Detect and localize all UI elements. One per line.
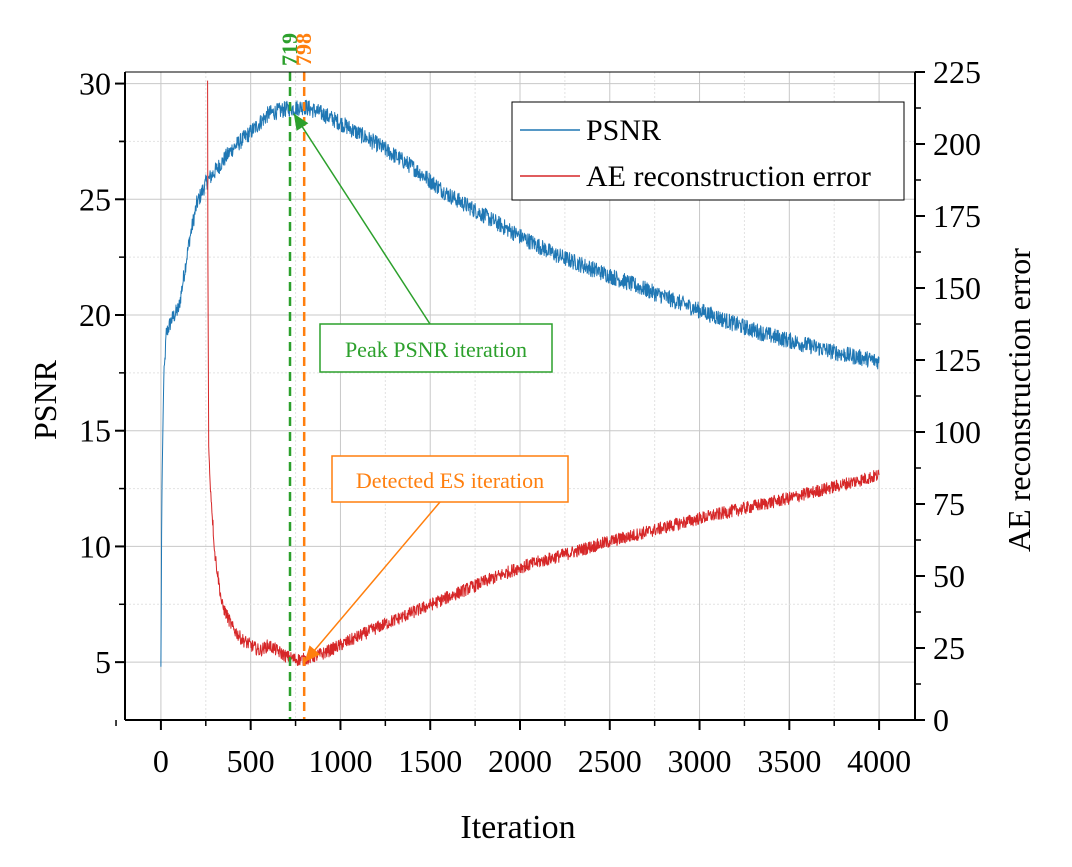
y-left-tick-label: 15 [79,413,111,449]
axes: 0 500 1000 1500 2000 2500 3000 3500 400051015202… [79,54,981,779]
y-axis-right-label: AE reconstruction error [1001,248,1037,552]
annotation-arrowhead [304,645,321,663]
y-axis-left-label: PSNR [27,359,63,440]
x-tick-label: 3500 [757,743,821,779]
y-left-tick-label: 30 [79,66,111,102]
annotation-box [331,455,569,503]
y-right-tick-label: 200 [933,126,981,162]
legend-label-0: PSNR [586,114,661,147]
y-right-tick-label: 50 [933,558,965,594]
y-right-tick-label: 0 [933,702,949,738]
y-right-tick-label: 75 [933,486,965,522]
x-tick-label: 500 [227,743,275,779]
annotation-text: Peak PSNR iteration [345,337,527,362]
reference-line-label-798: 798 [291,33,316,66]
annotation-arrow-line [303,501,441,663]
y-right-tick-label: 125 [933,342,981,378]
y-left-tick-label: 25 [79,181,111,217]
annotation-arrowhead [293,113,309,131]
series-line-0 [160,99,880,667]
x-tick-label: 1500 [398,743,462,779]
y-left-tick-label: 10 [79,528,111,564]
x-tick-label: 2500 [578,743,642,779]
legend-box [511,101,905,201]
y-right-tick-label: 100 [933,414,981,450]
legend: PSNR AE reconstruction error [511,101,905,201]
y-right-tick-label: 225 [933,54,981,90]
series-layer [160,80,880,667]
y-right-tick-label: 25 [933,630,965,666]
x-tick-label: 3000 [668,743,732,779]
series-line-1 [207,80,880,666]
x-tick-label: 1000 [308,743,372,779]
annotation-1: Detected ES iteration [303,455,569,663]
y-right-tick-label: 150 [933,270,981,306]
annotations: Peak PSNR iteration Detected ES iteration [293,113,569,663]
x-tick-label: 4000 [847,743,911,779]
annotation-0: Peak PSNR iteration [293,113,553,373]
x-tick-label: 0 [153,743,169,779]
annotation-box [319,323,553,373]
x-tick-label: 2000 [488,743,552,779]
y-right-tick-label: 175 [933,198,981,234]
legend-label-1: AE reconstruction error [586,160,871,193]
annotation-arrow-line [293,113,431,325]
annotation-text: Detected ES iteration [356,468,544,493]
reference-line-label-719: 719 [277,33,302,66]
y-left-tick-label: 5 [95,644,111,680]
x-axis-label: Iteration [460,809,575,846]
y-left-tick-label: 20 [79,297,111,333]
